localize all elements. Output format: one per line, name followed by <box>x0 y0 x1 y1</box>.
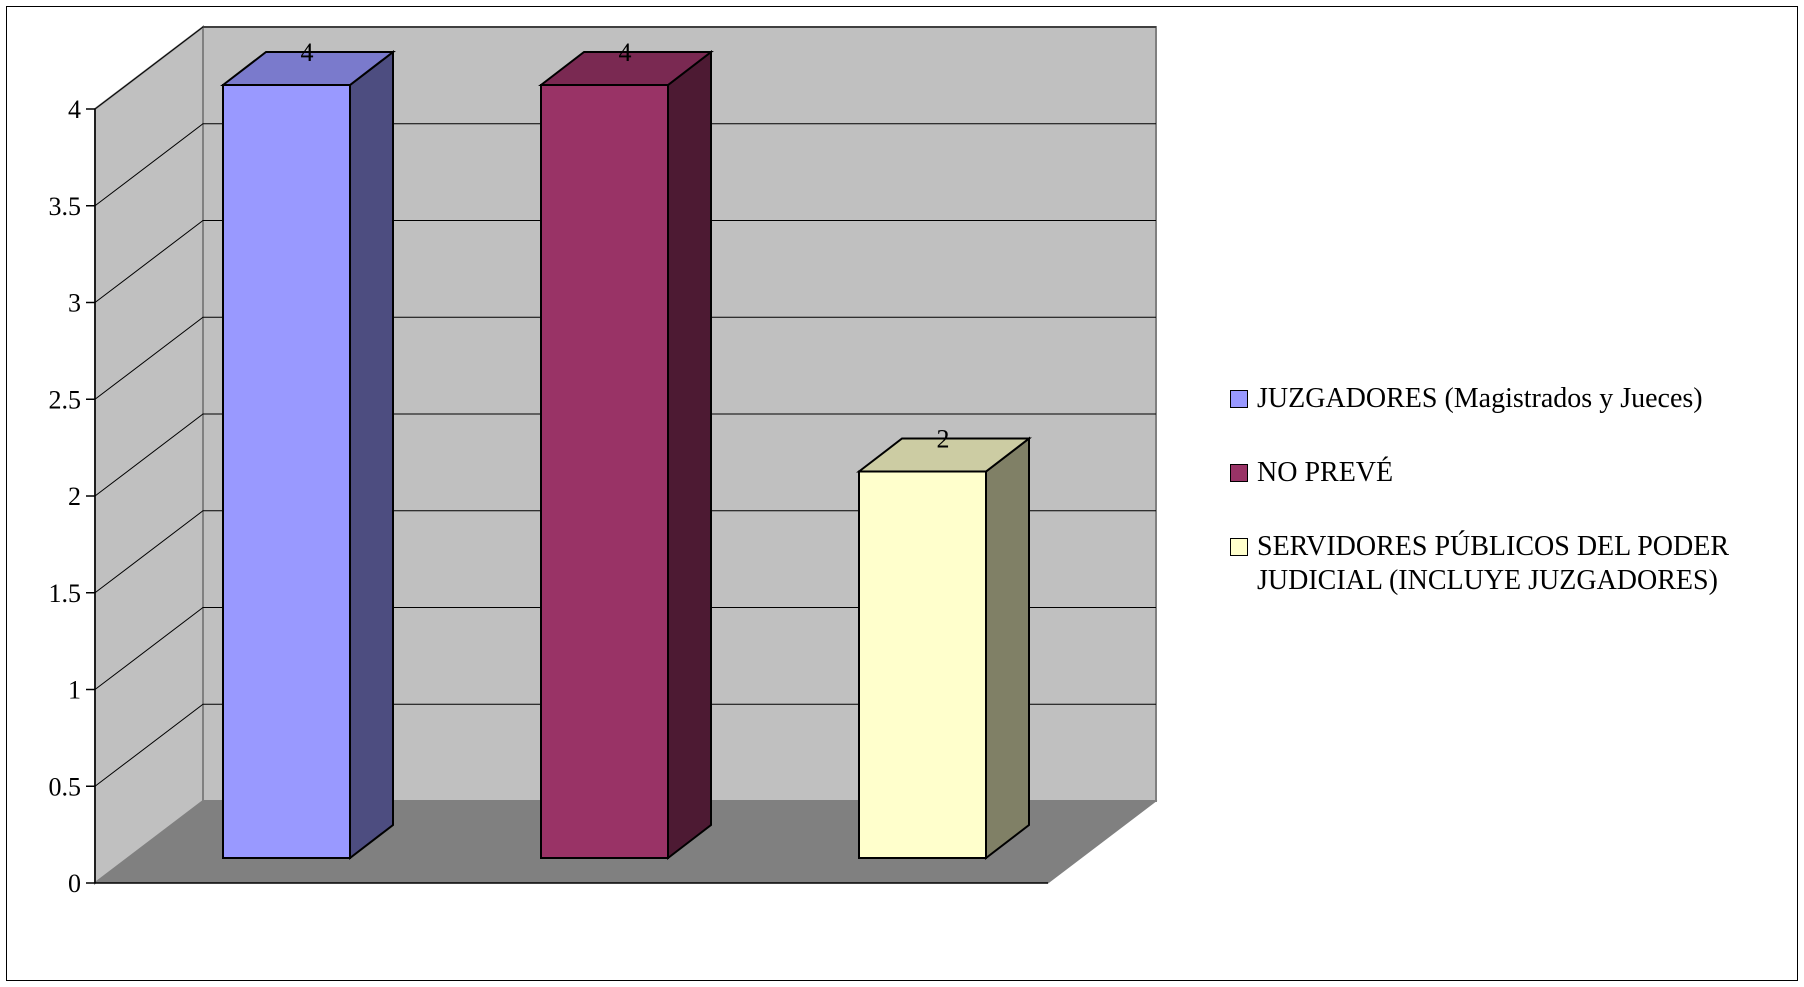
bar <box>538 49 714 861</box>
gridline <box>94 510 1156 594</box>
y-tick-label: 3 <box>68 289 81 318</box>
y-tick-label: 1.5 <box>49 579 82 608</box>
bar-front <box>540 84 669 859</box>
bar <box>220 49 396 861</box>
gridline <box>94 220 1156 303</box>
bars <box>220 49 1032 861</box>
bar-front <box>858 470 987 859</box>
legend-item-juzgadores: JUZGADORES (Magistrados y Jueces) <box>1230 382 1790 416</box>
legend-item-no-preve: NO PREVÉ <box>1230 456 1790 490</box>
y-axis: 0 0.5 1 1.5 2 2.5 3 3.5 4 <box>49 95 1048 898</box>
legend-label: JUZGADORES (Magistrados y Jueces) <box>1257 383 1703 414</box>
legend-item-servidores-publicos: SERVIDORES PÚBLICOS DEL PODER JUDICIAL (… <box>1230 530 1790 598</box>
legend-swatch <box>1230 538 1248 556</box>
legend-label: SERVIDORES PÚBLICOS DEL PODER JUDICIAL (… <box>1257 531 1729 596</box>
y-tick-label: 0 <box>68 869 81 898</box>
gridline <box>94 413 1156 497</box>
gridline <box>94 316 1156 400</box>
data-label: 4 <box>619 38 632 67</box>
y-tick-label: 3.5 <box>49 192 82 221</box>
legend: JUZGADORES (Magistrados y Jueces) NO PRE… <box>1230 382 1790 638</box>
chart-gridlines <box>94 26 1156 787</box>
y-tick-label: 4 <box>68 95 81 124</box>
bar-side <box>667 49 712 861</box>
data-label: 4 <box>301 38 314 67</box>
gridline <box>94 607 1156 690</box>
bar-side <box>349 49 394 861</box>
y-tick-label: 1 <box>68 676 81 705</box>
bar-side <box>985 436 1030 861</box>
bar <box>856 436 1032 861</box>
legend-swatch <box>1230 464 1248 482</box>
gridline <box>94 703 1156 787</box>
data-labels: 4 4 2 <box>301 38 950 454</box>
gridline <box>94 123 1156 207</box>
bar-front <box>222 84 351 859</box>
y-tick-label: 2.5 <box>49 385 82 414</box>
y-tick-label: 2 <box>68 482 81 511</box>
legend-label: NO PREVÉ <box>1257 457 1394 488</box>
data-label: 2 <box>937 425 950 454</box>
y-tick-label: 0.5 <box>49 772 82 801</box>
gridline <box>94 26 1156 110</box>
legend-swatch <box>1230 390 1248 408</box>
